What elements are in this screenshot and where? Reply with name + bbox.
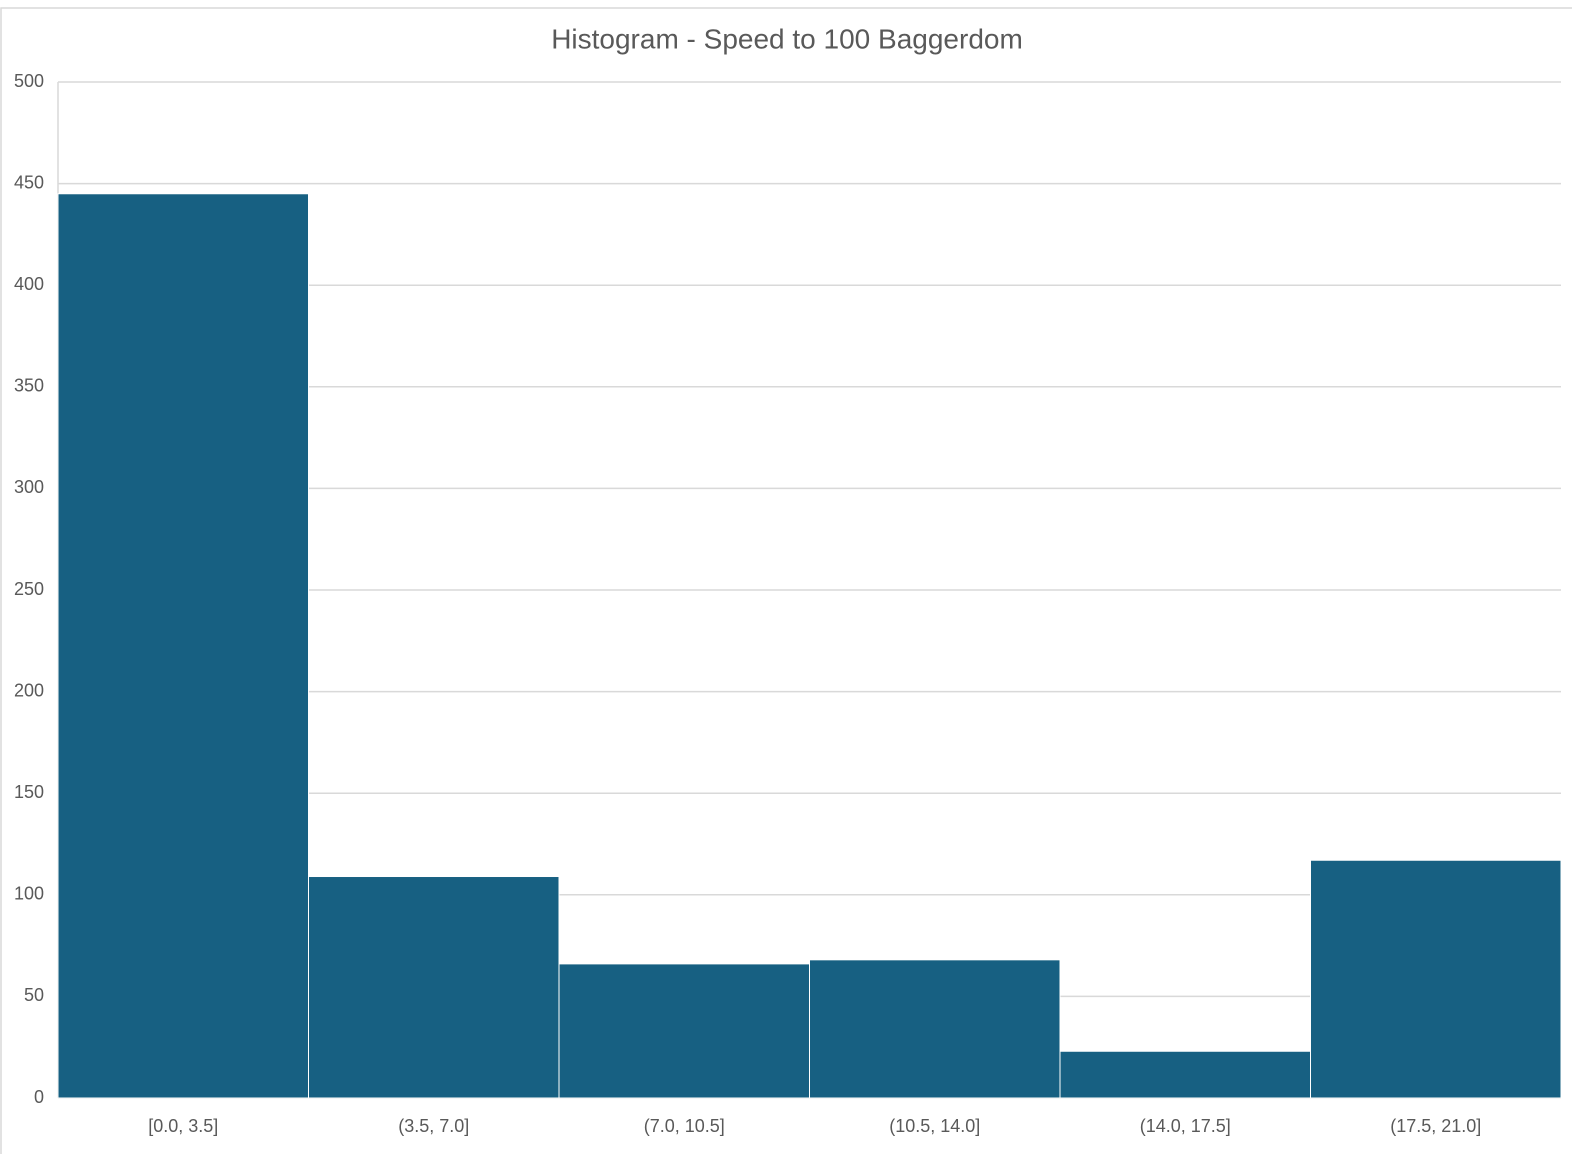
y-tick-label: 300: [14, 477, 44, 497]
y-tick-label: 500: [14, 71, 44, 91]
chart-border: [0, 7, 1572, 1154]
y-tick-label: 350: [14, 376, 44, 396]
y-tick-label: 50: [24, 985, 44, 1005]
chart-title: Histogram - Speed to 100 Baggerdom: [551, 23, 1023, 54]
x-tick-label: (10.5, 14.0]: [889, 1116, 980, 1136]
y-tick-label: 450: [14, 172, 44, 192]
y-tick-label: 0: [34, 1087, 44, 1107]
y-tick-label: 150: [14, 782, 44, 802]
bar: [558, 963, 810, 1099]
x-tick-label: (7.0, 10.5]: [644, 1116, 725, 1136]
y-tick-label: 100: [14, 884, 44, 904]
x-tick-label: (14.0, 17.5]: [1140, 1116, 1231, 1136]
x-tick-label: (17.5, 21.0]: [1390, 1116, 1481, 1136]
x-tick-label: (3.5, 7.0]: [398, 1116, 469, 1136]
bar: [1059, 1050, 1311, 1099]
bar: [308, 876, 560, 1099]
bar: [809, 959, 1061, 1099]
bar: [57, 193, 309, 1099]
y-tick-label: 200: [14, 680, 44, 700]
bar: [1310, 859, 1562, 1099]
y-tick-label: 400: [14, 274, 44, 294]
x-tick-label: [0.0, 3.5]: [148, 1116, 218, 1136]
y-tick-label: 250: [14, 579, 44, 599]
